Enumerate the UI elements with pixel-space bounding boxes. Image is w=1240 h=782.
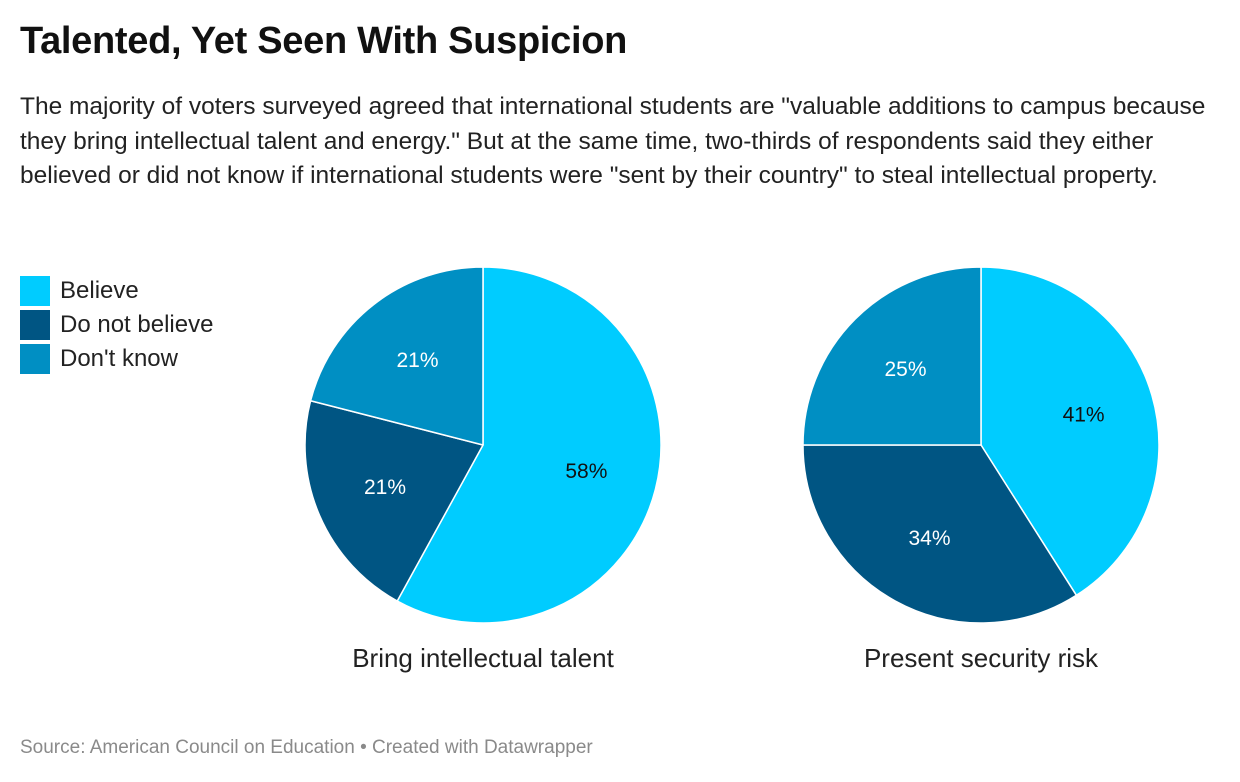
pie-title-intellectual-talent: Bring intellectual talent	[352, 643, 614, 673]
legend-item-dont-know: Don't know	[20, 342, 213, 376]
pie-slice-do-not-believe	[304, 399, 484, 602]
pie-slice-dont-know	[802, 266, 982, 446]
legend: Believe Do not believe Don't know	[20, 274, 213, 376]
legend-item-believe: Believe	[20, 274, 213, 308]
pie-label-do-not-believe: 21%	[364, 476, 406, 499]
legend-label-dont-know: Don't know	[60, 345, 178, 372]
legend-item-do-not-believe: Do not believe	[20, 308, 213, 342]
legend-swatch-dont-know	[20, 344, 50, 374]
chart-title: Talented, Yet Seen With Suspicion	[20, 20, 628, 62]
chart-subtitle: The majority of voters surveyed agreed t…	[20, 93, 1206, 189]
pie-slice-do-not-believe	[802, 444, 1078, 624]
source-note: Source: American Council on Education • …	[20, 737, 593, 758]
pie-slice-dont-know	[309, 266, 484, 446]
pie-label-dont-know: 25%	[884, 358, 926, 381]
legend-swatch-do-not-believe	[20, 310, 50, 340]
pie-title-security-risk: Present security risk	[863, 643, 1099, 673]
pie-label-believe: 58%	[565, 460, 607, 483]
pie-label-do-not-believe: 34%	[908, 527, 950, 550]
pie-slice-believe	[980, 266, 1160, 597]
pie-chart-intellectual-talent: 58% 21% 21%	[304, 266, 662, 624]
legend-label-believe: Believe	[60, 277, 139, 304]
pie-label-believe: 41%	[1063, 404, 1105, 427]
pie-slice-believe	[396, 266, 662, 624]
pie-chart-security-risk: 41% 34% 25%	[802, 266, 1160, 624]
legend-swatch-believe	[20, 276, 50, 306]
pie-label-dont-know: 21%	[396, 349, 438, 372]
legend-label-do-not-believe: Do not believe	[60, 311, 214, 338]
